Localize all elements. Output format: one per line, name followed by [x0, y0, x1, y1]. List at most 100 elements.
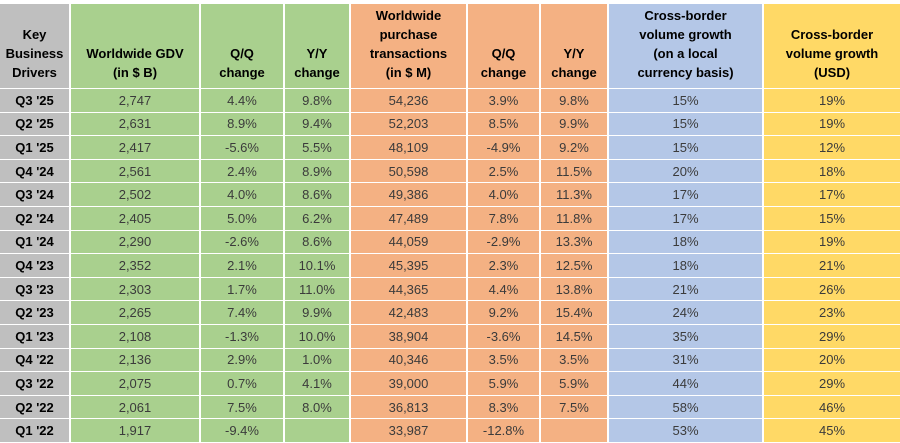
cell: 8.3% [467, 395, 541, 420]
row-label: Q3 '22 [0, 371, 71, 396]
row-label: Q4 '23 [0, 253, 71, 278]
cell: 2,502 [70, 182, 201, 207]
cell: 19% [763, 230, 900, 255]
cell: 1,917 [70, 418, 201, 443]
cell: 2,405 [70, 206, 201, 231]
cell: 5.5% [284, 135, 351, 160]
table-row: Q2 '24 2,405 5.0% 6.2% 47,489 7.8% 11.8% 17% 15% [0, 206, 900, 231]
header-cross-border-usd: Cross-border volume growth (USD) [763, 4, 900, 89]
cell: 44,365 [350, 277, 468, 302]
cell: 8.9% [200, 112, 285, 137]
cell: 7.5% [540, 395, 609, 420]
cell: 15.4% [540, 300, 609, 325]
cell: -12.8% [467, 418, 541, 443]
cell: 48,109 [350, 135, 468, 160]
cell: 8.6% [284, 230, 351, 255]
cell: 9.2% [467, 300, 541, 325]
header-key-business-drivers: Key Business Drivers [0, 4, 71, 89]
cell: 7.5% [200, 395, 285, 420]
row-label: Q3 '24 [0, 182, 71, 207]
cell [540, 418, 609, 443]
row-label: Q3 '23 [0, 277, 71, 302]
key-business-drivers-table: Key Business Drivers Worldwide GDV (in $… [0, 4, 900, 443]
header-row: Key Business Drivers Worldwide GDV (in $… [0, 4, 900, 89]
cell: 3.5% [540, 348, 609, 373]
cell: 4.4% [200, 88, 285, 113]
cell: 3.5% [467, 348, 541, 373]
cell: 9.2% [540, 135, 609, 160]
cell: 10.0% [284, 324, 351, 349]
cell: 7.4% [200, 300, 285, 325]
cell: 10.1% [284, 253, 351, 278]
table-row: Q3 '24 2,502 4.0% 8.6% 49,386 4.0% 11.3% 17% 17% [0, 182, 900, 207]
cell: 58% [608, 395, 764, 420]
cell: 12.5% [540, 253, 609, 278]
header-transactions-qq-change: Q/Q change [467, 4, 541, 89]
cell: 3.9% [467, 88, 541, 113]
row-label: Q2 '25 [0, 112, 71, 137]
cell: 2,631 [70, 112, 201, 137]
cell: 21% [763, 253, 900, 278]
cell [284, 418, 351, 443]
cell: -3.6% [467, 324, 541, 349]
cell: -2.9% [467, 230, 541, 255]
table-row: Q1 '25 2,417 -5.6% 5.5% 48,109 -4.9% 9.2% 15% 12… [0, 135, 900, 160]
cell: 8.5% [467, 112, 541, 137]
table-row: Q4 '23 2,352 2.1% 10.1% 45,395 2.3% 12.5% 18% 21… [0, 253, 900, 278]
cell: 19% [763, 112, 900, 137]
cell: 9.8% [284, 88, 351, 113]
cell: 29% [763, 324, 900, 349]
cell: 11.5% [540, 159, 609, 184]
cell: 17% [608, 182, 764, 207]
cell: 52,203 [350, 112, 468, 137]
table-row: Q1 '22 1,917 -9.4% 33,987 -12.8% 53% 45% [0, 418, 900, 443]
cell: 13.3% [540, 230, 609, 255]
cell: 2.4% [200, 159, 285, 184]
cell: 50,598 [350, 159, 468, 184]
cell: 4.4% [467, 277, 541, 302]
cell: 44% [608, 371, 764, 396]
cell: 7.8% [467, 206, 541, 231]
row-label: Q2 '22 [0, 395, 71, 420]
cell: 44,059 [350, 230, 468, 255]
cell: 20% [763, 348, 900, 373]
cell: 17% [763, 182, 900, 207]
header-gdv-yy-change: Y/Y change [284, 4, 351, 89]
cell: 42,483 [350, 300, 468, 325]
cell: 36,813 [350, 395, 468, 420]
cell: 18% [608, 230, 764, 255]
cell: 14.5% [540, 324, 609, 349]
row-label: Q4 '24 [0, 159, 71, 184]
cell: 5.0% [200, 206, 285, 231]
cell: 23% [763, 300, 900, 325]
cell: 45,395 [350, 253, 468, 278]
header-transactions-yy-change: Y/Y change [540, 4, 609, 89]
cell: 8.0% [284, 395, 351, 420]
header-cross-border-local: Cross-border volume growth (on a local c… [608, 4, 764, 89]
cell: 11.3% [540, 182, 609, 207]
cell: 2,303 [70, 277, 201, 302]
cell: 35% [608, 324, 764, 349]
cell: 11.8% [540, 206, 609, 231]
table-row: Q4 '24 2,561 2.4% 8.9% 50,598 2.5% 11.5% 20% 18% [0, 159, 900, 184]
cell: 2.3% [467, 253, 541, 278]
cell: 1.0% [284, 348, 351, 373]
cell: 40,346 [350, 348, 468, 373]
table-body: Q3 '25 2,747 4.4% 9.8% 54,236 3.9% 9.8% 15% 19% Q… [0, 88, 900, 443]
cell: 31% [608, 348, 764, 373]
cell: 9.9% [284, 300, 351, 325]
cell: 2,136 [70, 348, 201, 373]
cell: 4.1% [284, 371, 351, 396]
cell: 45% [763, 418, 900, 443]
cell: 21% [608, 277, 764, 302]
cell: 15% [608, 88, 764, 113]
cell: 9.8% [540, 88, 609, 113]
table-row: Q2 '22 2,061 7.5% 8.0% 36,813 8.3% 7.5% 58% 46% [0, 395, 900, 420]
cell: 46% [763, 395, 900, 420]
cell: 18% [608, 253, 764, 278]
cell: 9.4% [284, 112, 351, 137]
cell: -4.9% [467, 135, 541, 160]
row-label: Q1 '25 [0, 135, 71, 160]
cell: 12% [763, 135, 900, 160]
